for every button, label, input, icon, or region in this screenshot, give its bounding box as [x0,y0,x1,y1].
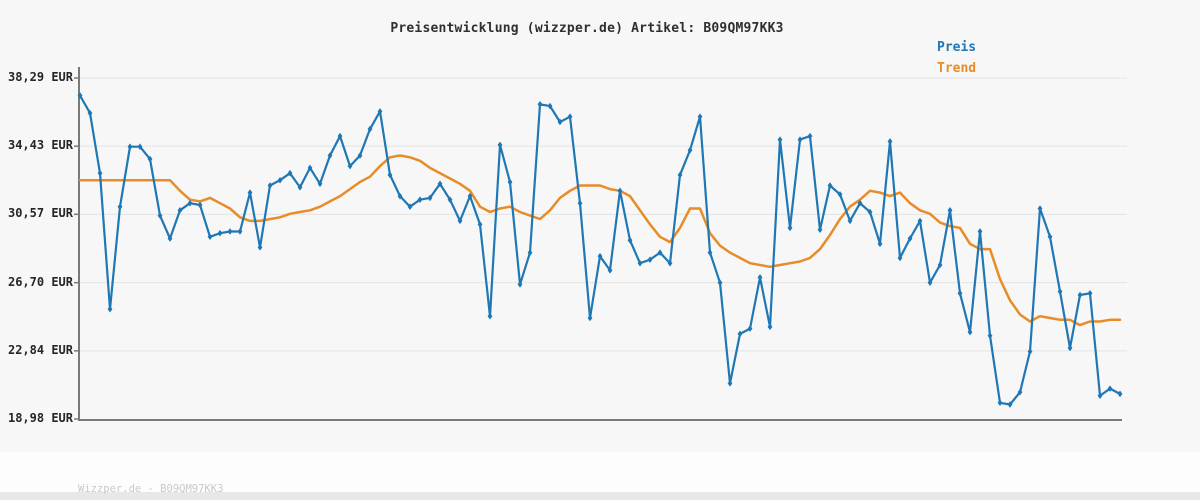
series-markers-preis [77,92,1123,408]
footer-watermark: Wizzper.de - B09QM97KK3 [78,483,224,495]
series-line-trend [78,154,1122,327]
y-axis-tick-label: 26,70 EUR [7,274,73,289]
legend-item-preis: Preis [937,40,977,55]
legend-item-trend: Trend [937,61,977,76]
chart-title: Preisentwicklung (wizzper.de) Artikel: B… [390,21,784,36]
chart-background [0,0,1200,452]
y-axis-tick-label: 22,84 EUR [7,342,73,357]
series-line-preis [78,94,1122,406]
y-axis-tick-label: 30,57 EUR [7,206,73,221]
y-axis-tick-label: 34,43 EUR [7,138,73,153]
y-axis-tick-label: 38,29 EUR [7,70,73,84]
bottom-divider-strip [0,492,1200,500]
y-axis-tick-label: 18,98 EUR [7,411,73,425]
